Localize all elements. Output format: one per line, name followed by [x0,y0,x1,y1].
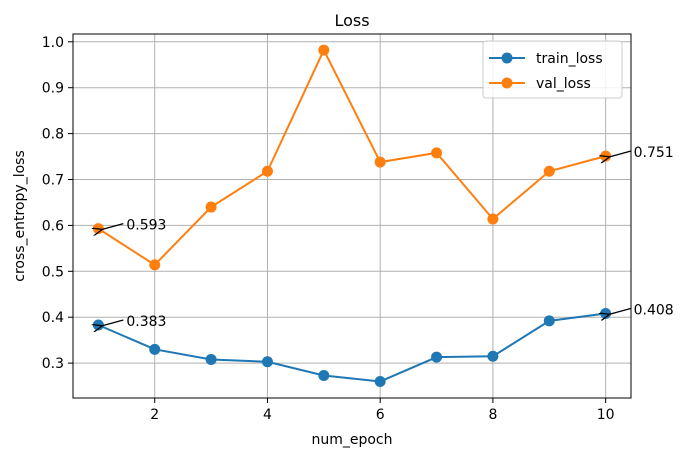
data-point [261,356,273,368]
series-layer [92,44,612,387]
legend-label: val_loss [536,76,591,92]
x-tick-label: 10 [597,407,615,423]
legend-swatch-marker [501,52,513,64]
y-tick-label: 1.0 [42,35,64,51]
plot-area-frame [72,33,632,399]
x-axis-label: num_epoch [311,432,392,448]
series-train_loss [92,308,612,387]
data-point [543,165,555,177]
y-tick-label: 0.9 [42,81,64,97]
annotation-arrow [609,307,631,315]
data-point [543,315,555,327]
data-point [149,343,161,355]
annotation-arrow [101,319,124,326]
x-tick-label: 4 [263,407,272,423]
y-tick-label: 0.5 [42,264,64,280]
y-tick-label: 0.4 [42,310,64,326]
data-point [205,353,217,365]
legend-swatch-marker [501,77,513,89]
data-point [149,259,161,271]
annotation-label: 0.383 [126,314,166,330]
data-point [431,147,443,159]
annotation-arrow [609,150,631,157]
chart-title: Loss [334,11,369,30]
annotation-arrow [101,222,124,230]
annotation-label: 0.408 [634,303,674,319]
y-axis-label: cross_entropy_loss [12,150,28,282]
annotation-label: 0.751 [634,145,674,161]
y-tick-label: 0.8 [42,127,64,143]
data-point [205,201,217,213]
y-tick-label: 0.3 [42,356,64,372]
legend-label: train_loss [536,51,603,67]
y-tick-label: 0.7 [42,173,64,189]
data-point [600,150,612,162]
data-point [431,351,443,363]
y-tick-label: 0.6 [42,218,64,234]
data-point [318,370,330,382]
data-point [92,223,104,235]
series-line [97,47,606,267]
data-point [600,308,612,320]
x-tick-label: 6 [376,407,385,423]
x-tick-label: 8 [488,407,497,423]
data-point [487,213,499,225]
data-point [374,375,386,387]
data-point [487,350,499,362]
annotation-label: 0.593 [126,218,166,234]
data-point [374,156,386,168]
data-point [318,44,330,56]
series-line [97,312,606,383]
x-tick-label: 2 [150,407,159,423]
data-point [92,319,104,331]
y-axis-ticks: 0.3 0.4 0.5 0.6 0.7 0.8 0.9 1.0 [42,35,73,372]
x-axis-ticks: 2 4 6 8 10 [150,398,615,423]
annotations: 0.383 0.593 0.408 0.751 [101,145,674,330]
data-point [261,165,273,177]
legend: train_loss val_loss [482,40,623,99]
